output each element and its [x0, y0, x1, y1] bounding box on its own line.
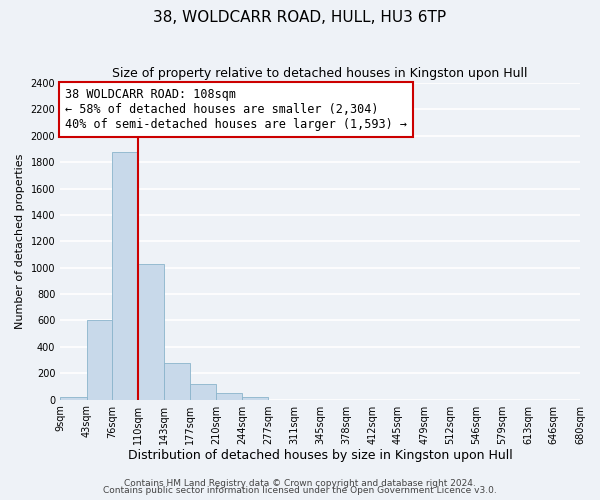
Text: Contains public sector information licensed under the Open Government Licence v3: Contains public sector information licen…: [103, 486, 497, 495]
Bar: [139, 264, 164, 400]
Title: Size of property relative to detached houses in Kingston upon Hull: Size of property relative to detached ho…: [112, 68, 528, 80]
Y-axis label: Number of detached properties: Number of detached properties: [15, 154, 25, 329]
Bar: [242, 397, 268, 400]
Bar: [164, 362, 190, 400]
Bar: [60, 397, 86, 400]
Bar: [216, 393, 242, 400]
Bar: [190, 384, 216, 400]
Bar: [86, 320, 112, 400]
Text: Contains HM Land Registry data © Crown copyright and database right 2024.: Contains HM Land Registry data © Crown c…: [124, 478, 476, 488]
X-axis label: Distribution of detached houses by size in Kingston upon Hull: Distribution of detached houses by size …: [128, 450, 512, 462]
Text: 38 WOLDCARR ROAD: 108sqm
← 58% of detached houses are smaller (2,304)
40% of sem: 38 WOLDCARR ROAD: 108sqm ← 58% of detach…: [65, 88, 407, 131]
Bar: [112, 152, 139, 400]
Text: 38, WOLDCARR ROAD, HULL, HU3 6TP: 38, WOLDCARR ROAD, HULL, HU3 6TP: [154, 10, 446, 25]
